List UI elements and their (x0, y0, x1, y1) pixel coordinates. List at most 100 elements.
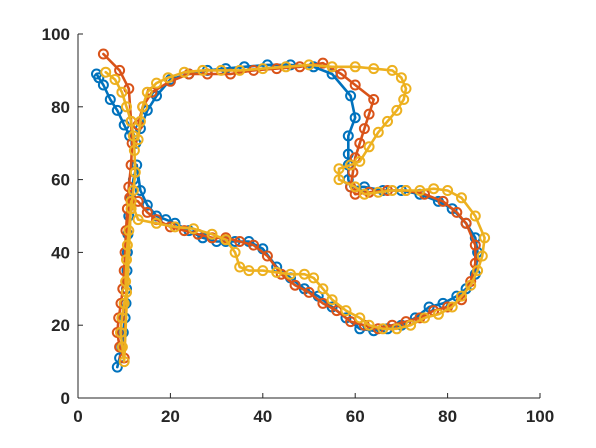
series-3-point (432, 308, 444, 320)
series-3-point (354, 155, 366, 167)
series-3-point (391, 104, 403, 116)
series-3-line (104, 63, 486, 363)
series-3-point (206, 228, 218, 240)
series-3-point (137, 101, 149, 113)
series-1-point (349, 112, 361, 124)
series-1-point (134, 185, 146, 196)
series-1-point (104, 94, 116, 105)
series-3-point (382, 115, 393, 127)
series-2-point (358, 123, 370, 135)
axes: 0 20 40 60 80 100 0 20 40 60 80 100 (42, 25, 555, 426)
series-3-point (400, 83, 412, 95)
series-3-point (121, 254, 132, 266)
x-tick-label: 60 (346, 407, 365, 426)
series-3-point (446, 301, 458, 313)
series-3-point (428, 183, 440, 195)
series-2-point (451, 206, 463, 218)
series-3-point (333, 174, 345, 186)
series-3-point (456, 192, 467, 204)
series-2-point (317, 297, 329, 309)
series-2-point (317, 57, 329, 69)
series-3-point (132, 134, 144, 146)
series-3-point (456, 290, 467, 302)
series-2-point (114, 64, 126, 76)
series-2-point (437, 195, 449, 207)
series-3-point (345, 159, 357, 171)
y-tick-label: 20 (51, 316, 70, 335)
series-3-point (386, 64, 398, 76)
series-3-point (125, 195, 137, 207)
series-layer (91, 48, 491, 373)
series-2-point (303, 286, 315, 298)
series-3-point (271, 266, 283, 278)
series-1-point (345, 90, 357, 102)
series-3-point (280, 61, 292, 73)
series-3-point (121, 286, 132, 298)
series-3-point (298, 268, 310, 280)
series-3-point (469, 210, 481, 222)
series-3-point (132, 214, 144, 226)
series-3-point (349, 61, 361, 73)
series-3-point (178, 66, 190, 78)
series-3-point (303, 59, 315, 71)
series-1-point (111, 104, 123, 116)
y-tick-label: 100 (42, 25, 70, 44)
series-3-point (363, 319, 375, 331)
series-3-point (127, 185, 139, 196)
series-3-point (129, 166, 141, 178)
series-3-point (220, 234, 232, 246)
series-3-point (118, 297, 130, 309)
series-3-point (414, 185, 426, 196)
series-3-point (125, 203, 137, 215)
series-3-point (349, 181, 361, 193)
series-3-point (123, 225, 135, 237)
series-3-point (363, 141, 375, 153)
series-3-point (405, 319, 417, 331)
series-3-point (134, 115, 146, 127)
series-3-point (234, 261, 246, 273)
series-3-point (326, 61, 338, 73)
series-2-point (132, 195, 144, 207)
series-1-point (342, 130, 354, 142)
x-tick-label: 20 (161, 407, 180, 426)
y-tick-label: 40 (51, 243, 70, 262)
series-3-point (116, 312, 128, 324)
series-3-point (308, 272, 320, 284)
series-2-point (261, 250, 273, 262)
series-2-point (347, 166, 359, 178)
series-2-point (460, 217, 472, 229)
series-3-point (333, 163, 345, 175)
x-tick-label: 80 (438, 407, 457, 426)
series-3-point (368, 63, 380, 75)
series-2-point (345, 316, 357, 328)
x-tick-label: 100 (526, 407, 554, 426)
series-3-point (257, 265, 269, 277)
series-3-point (358, 188, 370, 200)
series-2-point (97, 48, 109, 60)
series-2-point (349, 79, 361, 91)
series-3-point (465, 279, 477, 291)
series-3-point (285, 268, 296, 280)
series-3-point (479, 232, 491, 244)
series-3-point (118, 356, 130, 368)
series-3-point (326, 294, 338, 306)
series-3-point (151, 217, 162, 229)
series-3-point (419, 312, 430, 324)
series-3-point (188, 223, 199, 235)
series-3-point (386, 185, 398, 196)
series-3-point (100, 66, 112, 78)
series-3-point (377, 323, 389, 335)
y-tick-label: 0 (61, 389, 70, 408)
series-3-point (391, 323, 403, 335)
series-3-point (395, 72, 407, 84)
series-2-point (469, 239, 481, 251)
series-3-point (120, 276, 132, 287)
series-3-point (354, 312, 366, 324)
x-tick-label: 40 (253, 407, 272, 426)
series-3-point (476, 250, 488, 262)
series-3-point (128, 145, 140, 156)
series-3-point (169, 221, 181, 233)
series-3-point (116, 341, 128, 353)
x-tick-label: 0 (73, 407, 82, 426)
series-3-point (234, 64, 246, 76)
